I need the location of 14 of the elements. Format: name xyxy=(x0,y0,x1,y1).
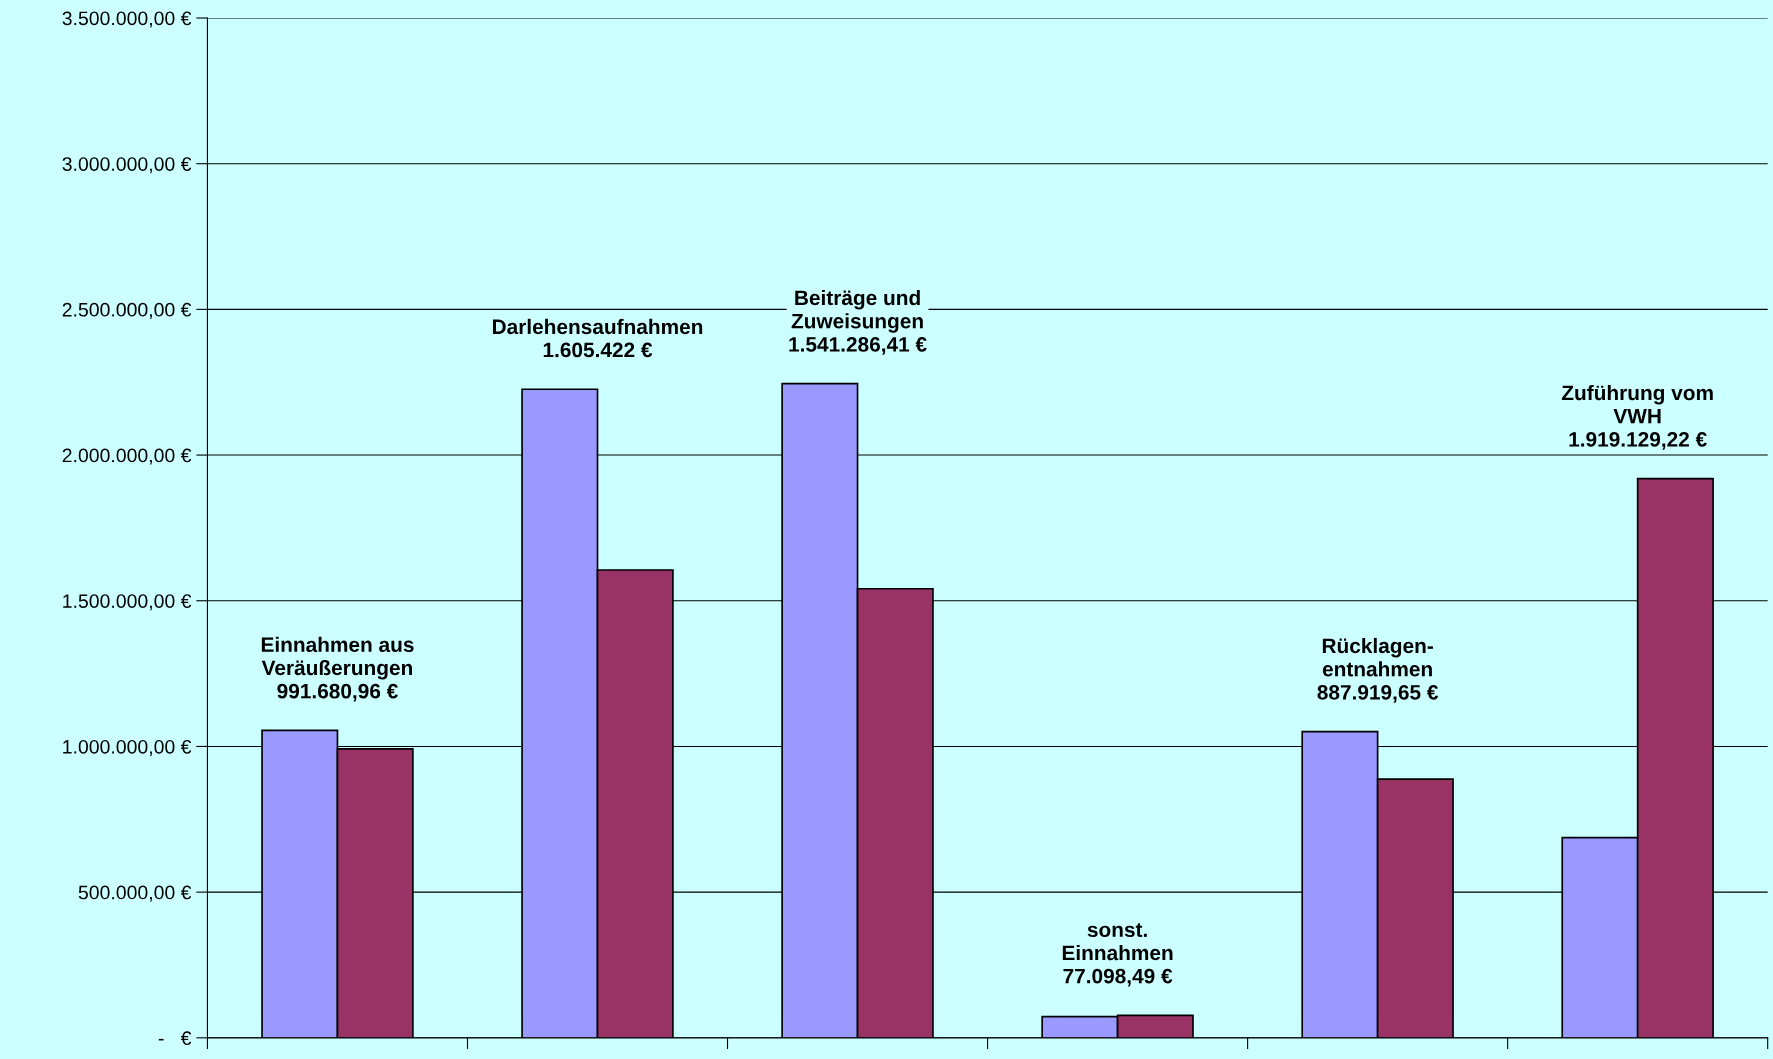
y-tick-label: 2.000.000,00 € xyxy=(62,448,192,465)
y-tick-label: 2.500.000,00 € xyxy=(62,302,192,319)
annotation: Rücklagen- entnahmen 887.919,65 € xyxy=(1317,637,1439,703)
y-tick-label: 1.500.000,00 € xyxy=(63,594,192,611)
y-tick-label: 1.000.000,00 € xyxy=(63,739,192,756)
y-tick-label: 3.500.000,00 € xyxy=(62,11,192,28)
annotation: sonst. Einnahmen 77.098,49 € xyxy=(1062,923,1173,987)
y-tick-label: 3.000.000,00 € xyxy=(62,157,192,174)
annotation: Beiträge und Zuweisungen 1.541.286,41 € xyxy=(789,289,927,355)
annotation: Zuführung vom VWH 1.919.129,22 € xyxy=(1561,384,1713,450)
y-tick-label: - € xyxy=(158,1031,192,1046)
annotation: Darlehensaufnahmen 1.605.422 € xyxy=(492,318,703,358)
y-tick-label: 500.000,00 € xyxy=(78,885,192,902)
annotation: Einnahmen aus Veräußerungen 991.680,96 € xyxy=(261,636,414,702)
